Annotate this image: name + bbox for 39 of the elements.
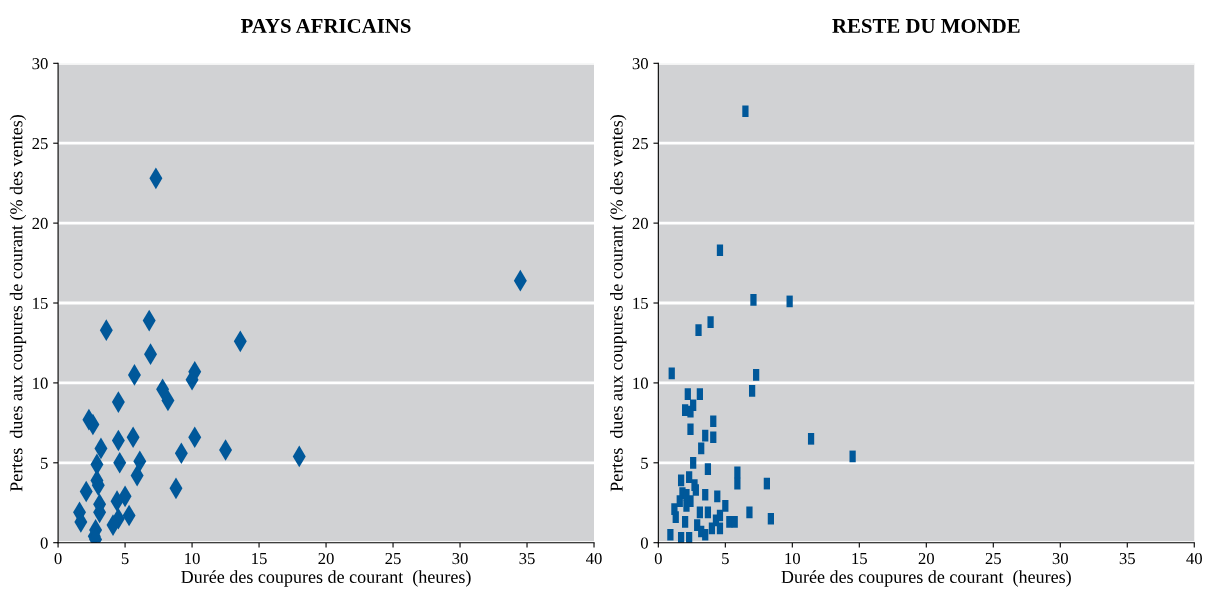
y-tick-label: 25 bbox=[632, 137, 648, 150]
x-tick-label: 40 bbox=[586, 552, 602, 565]
y-tick-label: 5 bbox=[641, 457, 648, 469]
y-tick-label: 30 bbox=[32, 58, 48, 70]
y-tick-label: 10 bbox=[633, 377, 648, 389]
x-tick-label: 30 bbox=[452, 552, 468, 565]
y-tick-label: 20 bbox=[32, 217, 48, 230]
y-tick-label: 0 bbox=[640, 537, 648, 549]
y-tick-label: 5 bbox=[40, 457, 48, 469]
x-tick-label: 30 bbox=[1052, 552, 1068, 565]
x-tick-label: 0 bbox=[654, 552, 662, 565]
x-tick-label: 5 bbox=[722, 553, 729, 565]
x-tick-label: 35 bbox=[519, 552, 535, 565]
y-tick-label: 20 bbox=[632, 217, 648, 230]
y-tick-label: 15 bbox=[33, 297, 48, 309]
y-tick-label: 30 bbox=[632, 58, 648, 70]
x-tick-label: 10 bbox=[185, 552, 200, 565]
x-tick-label: 35 bbox=[1119, 552, 1135, 565]
x-tick-label: 15 bbox=[852, 552, 867, 565]
y-tick-label: 0 bbox=[40, 537, 48, 549]
x-axis-title: Durée des coupures de courant (heures) bbox=[781, 570, 1071, 587]
y-axis-title: Pertes dues aux coupures de courant (% des ventes) bbox=[610, 115, 627, 492]
chart-title: RESTE DU MONDE bbox=[832, 18, 1020, 33]
x-tick-label: 20 bbox=[918, 552, 934, 565]
x-tick-label: 0 bbox=[54, 552, 62, 565]
y-axis-title: Pertes dues aux coupures de courant (% des ventes) bbox=[9, 115, 27, 492]
x-tick-label: 10 bbox=[785, 552, 801, 565]
x-tick-label: 40 bbox=[1186, 552, 1202, 565]
x-tick-label: 20 bbox=[318, 552, 334, 565]
y-tick-label: 10 bbox=[33, 377, 48, 389]
point bbox=[677, 532, 685, 543]
x-tick-label: 25 bbox=[385, 552, 401, 565]
y-tick-label: 25 bbox=[32, 137, 48, 150]
x-tick-label: 5 bbox=[121, 553, 129, 565]
chart-title: PAYS AFRICAINS bbox=[241, 18, 411, 33]
y-tick-label: 15 bbox=[633, 297, 648, 309]
x-tick-label: 15 bbox=[252, 552, 267, 565]
x-tick-label: 25 bbox=[985, 552, 1001, 565]
x-axis-title: Durée des coupures de courant (heures) bbox=[181, 570, 471, 587]
